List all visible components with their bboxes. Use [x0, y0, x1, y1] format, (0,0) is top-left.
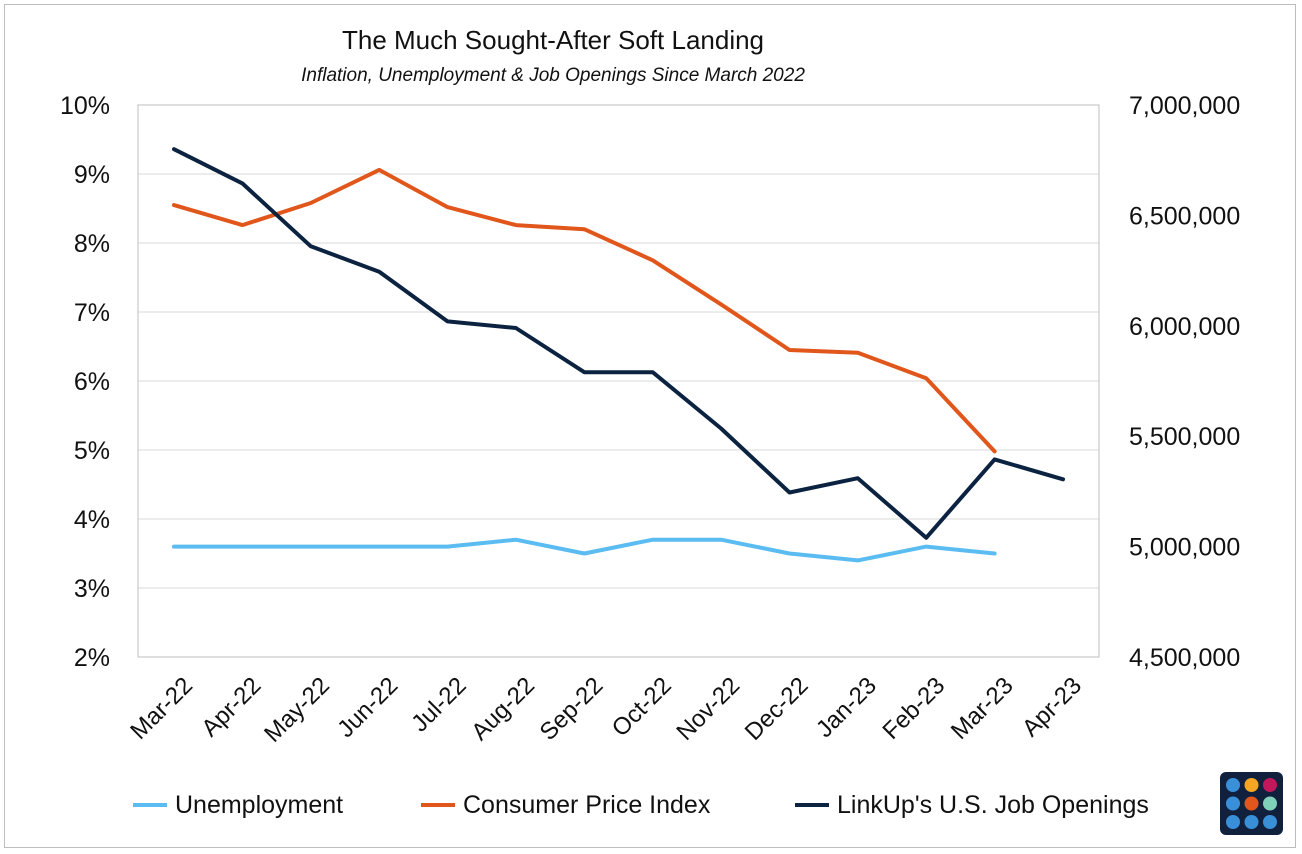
- logo-dot: [1244, 796, 1259, 811]
- x-tick-label: Jul-22: [406, 672, 471, 737]
- chart-frame: The Much Sought-After Soft Landing Infla…: [4, 4, 1296, 848]
- legend-label: Consumer Price Index: [463, 791, 711, 819]
- logo-dot: [1244, 778, 1259, 792]
- legend-label: Unemployment: [175, 791, 343, 819]
- series-line-1: [172, 537, 997, 563]
- logo-dot: [1263, 778, 1277, 792]
- y-right-tick-label: 7,000,000: [1129, 92, 1240, 120]
- x-tick-label: Mar-22: [125, 672, 198, 745]
- x-tick-label: Mar-23: [946, 672, 1019, 745]
- y-right-tick-label: 4,500,000: [1129, 644, 1240, 672]
- y-left-tick-label: 6%: [74, 368, 110, 396]
- y-left-tick-label: 4%: [74, 506, 110, 534]
- y-left-tick-label: 10%: [60, 92, 110, 120]
- x-tick-label: Jan-23: [811, 672, 882, 743]
- y-left-tick-label: 7%: [74, 299, 110, 327]
- x-tick-label: Oct-22: [607, 672, 677, 742]
- x-tick-label: Dec-22: [740, 672, 814, 746]
- chart-subtitle: Inflation, Unemployment & Job Openings S…: [301, 65, 805, 86]
- legend: Unemployment Consumer Price Index LinkUp's…: [133, 791, 1149, 819]
- legend-label: LinkUp's U.S. Job Openings: [837, 791, 1149, 819]
- x-tick-label: Jun-22: [332, 672, 403, 743]
- x-tick-label: Apr-22: [196, 672, 266, 742]
- y-right-tick-label: 6,500,000: [1129, 202, 1240, 230]
- series-group: [172, 147, 1065, 563]
- y-axis-left: 2% 3% 4% 5% 6% 7% 8% 9% 10%: [60, 92, 110, 672]
- logo-dot: [1244, 815, 1259, 829]
- y-right-tick-label: 5,500,000: [1129, 423, 1240, 451]
- series-line-3: [172, 147, 1065, 540]
- plot-border: [137, 104, 1100, 658]
- logo-dot: [1226, 778, 1240, 792]
- series-line-2: [172, 167, 997, 454]
- logo-dot: [1226, 815, 1240, 829]
- chart-title: The Much Sought-After Soft Landing: [342, 25, 764, 55]
- plot-area: [137, 104, 1100, 658]
- logo-dot: [1226, 796, 1240, 811]
- gridlines: [138, 173, 1099, 589]
- logo-dot: [1263, 796, 1277, 811]
- y-right-tick-label: 6,000,000: [1129, 313, 1240, 341]
- x-tick-label: May-22: [259, 672, 335, 748]
- x-tick-label: Feb-23: [877, 672, 950, 745]
- line-chart: The Much Sought-After Soft Landing Infla…: [60, 25, 1283, 835]
- y-left-tick-label: 9%: [74, 161, 110, 189]
- x-tick-label: Aug-22: [466, 672, 540, 746]
- x-tick-label: Nov-22: [671, 672, 745, 746]
- y-right-tick-label: 5,000,000: [1129, 534, 1240, 562]
- y-axis-right: 4,500,000 5,000,000 5,500,000 6,000,000 6,50…: [1129, 92, 1240, 672]
- y-left-tick-label: 2%: [74, 644, 110, 672]
- x-tick-label: Sep-22: [535, 672, 609, 746]
- y-left-tick-label: 8%: [74, 230, 110, 258]
- dot-grid-logo-icon: [1220, 772, 1283, 835]
- logo-dot: [1263, 815, 1277, 829]
- x-tick-label: Apr-23: [1017, 672, 1087, 742]
- y-left-tick-label: 3%: [74, 575, 110, 603]
- y-left-tick-label: 5%: [74, 437, 110, 465]
